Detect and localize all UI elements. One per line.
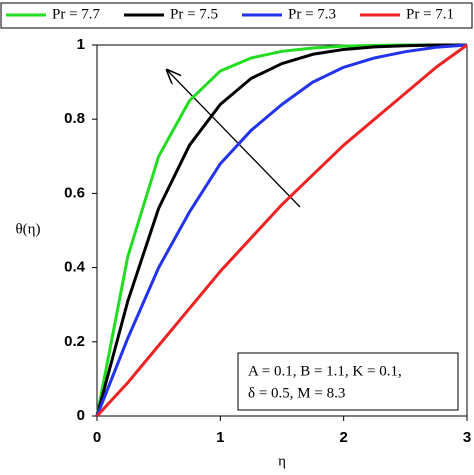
line-series [95, 43, 467, 417]
y-tick-label: 0.6 [64, 184, 85, 201]
line-series [95, 43, 468, 418]
x-tick-label: 2 [339, 429, 347, 446]
x-axis-label: η [278, 453, 286, 469]
y-tick-label: 0.2 [64, 333, 85, 350]
legend-label: Pr = 7.5 [170, 6, 218, 22]
plot-frame [96, 44, 468, 417]
legend-label: Pr = 7.7 [52, 6, 101, 22]
y-tick-label: 0.4 [64, 259, 86, 276]
trend-arrow [167, 70, 301, 208]
annotation: A = 0.1, B = 1.1, K = 0.1, [248, 363, 402, 379]
annotation: δ = 0.5, M = 8.3 [248, 385, 345, 401]
x-tick-label: 3 [463, 429, 471, 446]
annotation-box [237, 352, 459, 411]
x-tick-label: 0 [93, 429, 101, 446]
legend-label: Pr = 7.1 [406, 6, 454, 22]
line-series [95, 43, 468, 417]
y-tick-label: 0 [77, 407, 85, 424]
y-tick-label: 1 [77, 36, 85, 53]
x-tick-label: 1 [216, 429, 224, 446]
legend-label: Pr = 7.3 [288, 6, 336, 22]
y-axis-label: θ(η) [15, 221, 40, 237]
y-tick-label: 0.8 [64, 110, 85, 127]
